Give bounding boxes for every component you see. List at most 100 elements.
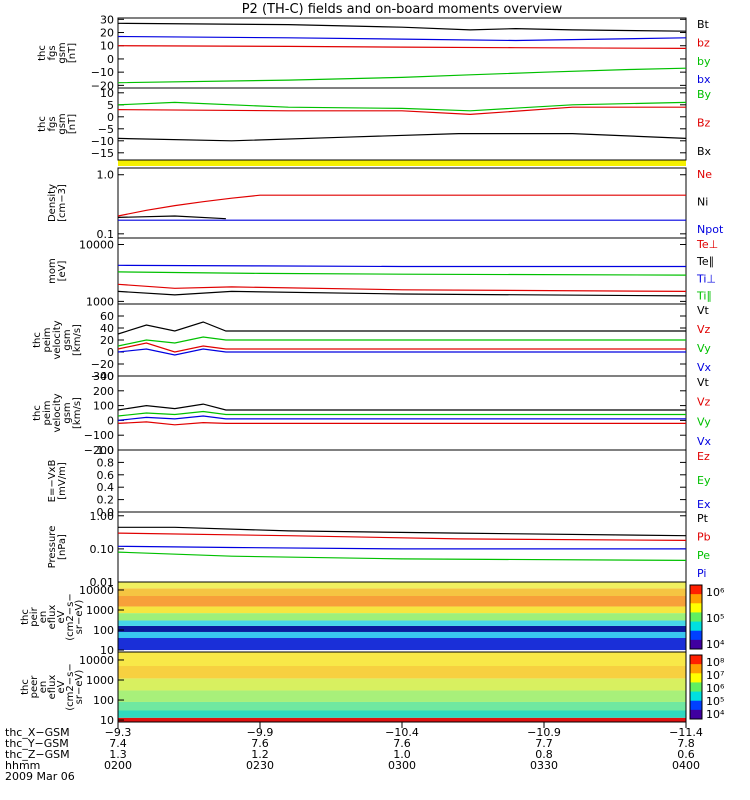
legend-item: bx (697, 73, 711, 86)
y-axis-label: velocity (52, 320, 63, 359)
colorbar-segment (690, 664, 702, 674)
y-tick-label: 0.1 (97, 228, 115, 241)
y-tick-label: 100 (93, 624, 114, 637)
y-tick-label: 0.2 (97, 494, 115, 507)
legend-item: Vz (697, 396, 711, 409)
x-axis-row-label: thc_X−GSM (5, 726, 70, 739)
legend-item: Pb (697, 530, 711, 543)
series-line-Ti∥ (117, 271, 687, 276)
spectrogram-band (118, 717, 686, 722)
y-tick-label: 0 (107, 346, 114, 359)
y-tick-label: 0.01 (90, 576, 115, 589)
y-tick-label: −20 (91, 79, 114, 92)
spectrogram-1: 10000 1000 100 10 thcpeirenefluxeV(cm2−s−sr−… (20, 581, 725, 657)
legend-item: Vx (697, 435, 712, 448)
y-axis-label: velocity (52, 393, 63, 432)
y-axis-label: (cm2−s− (65, 593, 76, 640)
colorbar-segment (690, 612, 702, 623)
series-line-Vy (117, 410, 686, 417)
y-tick-label: 0.0 (97, 506, 115, 519)
y-axis-label: thc (32, 332, 43, 348)
x-tick-label: 1.2 (251, 748, 269, 761)
legend-item: Ez (697, 450, 710, 463)
legend-item: bz (697, 36, 710, 49)
spectrogram-band (118, 613, 686, 621)
y-tick-label: 0 (107, 414, 114, 427)
series-line-By (117, 101, 687, 112)
y-axis-label: gsm (57, 42, 68, 63)
y-axis-label: [km/s] (72, 324, 83, 356)
y-tick-label: 10 (100, 644, 114, 657)
colorbar-segment (690, 655, 702, 665)
spectrogram-band (118, 606, 686, 614)
y-axis-label: gsm (57, 113, 68, 134)
colorbar (689, 654, 703, 720)
legend-item: Pe (697, 549, 710, 562)
y-tick-label: 1.0 (97, 444, 115, 457)
colorbar-label: 10⁶ (706, 586, 725, 599)
panel-frame (117, 375, 687, 451)
spectrogram-band (118, 701, 686, 711)
y-tick-label: 10000 (79, 238, 114, 251)
y-tick-label: 1.00 (90, 510, 115, 523)
series-line-Te∥ (117, 290, 687, 297)
y-tick-label: 10 (100, 87, 114, 100)
series-line-Vx (117, 348, 686, 356)
y-axis-label: peer (29, 675, 40, 699)
y-tick-label: 1000 (86, 295, 114, 308)
y-axis-label: (cm2−s− (65, 663, 76, 710)
y-axis-label: gsm (62, 329, 73, 350)
x-tick-label: −10.9 (527, 726, 561, 739)
y-axis-label: thc (37, 116, 48, 132)
y-axis-label: sr−eV) (74, 600, 85, 635)
series-line-Bt (117, 22, 687, 32)
series-line-bz (117, 45, 687, 49)
y-axis-label: en (38, 681, 49, 694)
colorbar-label: 10⁴ (706, 638, 725, 651)
y-tick-label: −40 (91, 370, 114, 383)
y-tick-label: 0.4 (97, 481, 115, 494)
panel-frame (117, 449, 687, 513)
spectrogram-band (118, 620, 686, 626)
spectrogram-band (118, 652, 686, 666)
legend-item: Vt (697, 376, 710, 389)
series-line-Pt (118, 526, 687, 537)
y-axis-label: eV (56, 680, 67, 693)
colorbar-label: 10⁶ (706, 682, 725, 695)
y-tick-label: 0 (107, 111, 114, 124)
legend-item: Ti⊥ (696, 272, 716, 285)
y-tick-label: 10000 (79, 654, 114, 667)
y-tick-label: 0 (107, 53, 114, 66)
x-tick-label: 1.0 (393, 748, 411, 761)
x-tick-label: 0230 (246, 759, 274, 772)
y-tick-label: −200 (84, 444, 114, 457)
y-tick-label: 20 (100, 334, 114, 347)
y-tick-label: 40 (100, 322, 114, 335)
panel-frame (117, 87, 687, 161)
y-axis-label: Pressure (47, 526, 58, 569)
spectrogram-band (118, 678, 686, 691)
x-tick-label: 0200 (104, 759, 132, 772)
y-axis-label: thc (20, 679, 31, 695)
colorbar-segment (690, 594, 702, 604)
series-line-Vx (117, 415, 686, 421)
panel-6: 300 200 1000 −100 −200 thc peim velocity gsm [km/… (32, 370, 712, 457)
y-tick-label: −5 (98, 123, 114, 136)
x-tick-label: 0.6 (677, 748, 695, 761)
y-tick-label: 100 (93, 400, 114, 413)
y-tick-label: 1000 (86, 674, 114, 687)
y-axis-label: eV (56, 610, 67, 623)
series-line-Ne (117, 194, 686, 217)
y-axis-label: peim (42, 400, 53, 425)
legend-item: Bz (697, 117, 711, 130)
legend-item: Vy (697, 415, 711, 428)
series-line-Vt (117, 321, 686, 335)
y-tick-label: 10 (100, 40, 114, 53)
y-axis-label: gsm (62, 402, 73, 423)
x-tick-label: 0330 (530, 759, 558, 772)
series-line-by (117, 67, 687, 84)
y-axis-label: thc (37, 45, 48, 61)
